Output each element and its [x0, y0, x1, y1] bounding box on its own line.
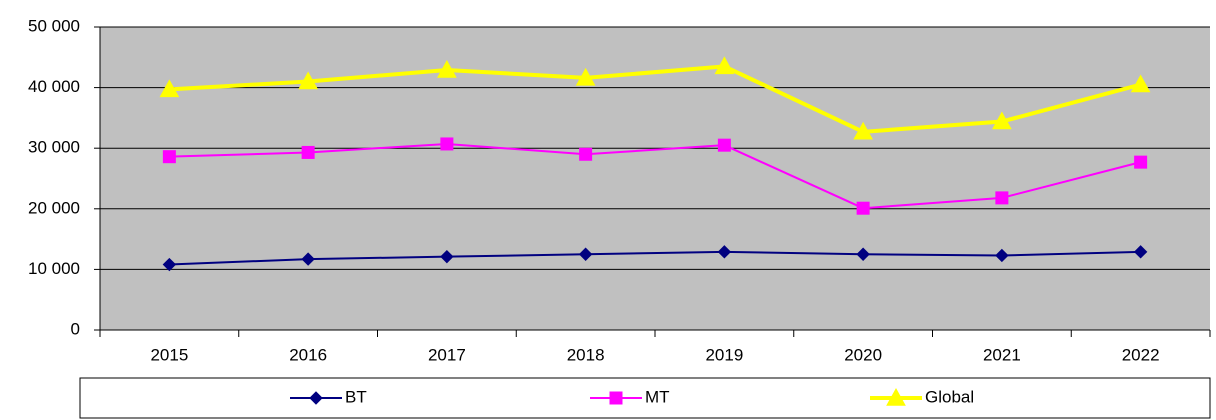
- x-tick-label: 2021: [983, 345, 1021, 364]
- marker: [717, 138, 731, 152]
- y-tick-label: 20 000: [28, 198, 80, 217]
- legend-marker: [609, 391, 623, 405]
- marker: [301, 252, 315, 266]
- marker: [437, 59, 457, 78]
- x-tick-label: 2015: [150, 345, 188, 364]
- series-line: [169, 64, 1142, 134]
- x-tick-label: 2020: [844, 345, 882, 364]
- legend-label: Global: [925, 387, 974, 406]
- marker: [575, 67, 596, 86]
- marker: [298, 71, 318, 90]
- x-tick-label: 2019: [705, 345, 743, 364]
- x-tick-label: 2016: [289, 345, 327, 364]
- marker: [162, 150, 176, 164]
- marker: [995, 248, 1009, 263]
- legend-label: MT: [645, 387, 670, 406]
- x-tick-label: 2017: [428, 345, 466, 364]
- marker: [440, 249, 454, 264]
- marker: [717, 245, 732, 259]
- legend-label: BT: [345, 387, 367, 406]
- y-tick-label: 40 000: [28, 77, 80, 96]
- y-tick-label: 30 000: [28, 138, 80, 157]
- marker: [578, 247, 593, 261]
- x-tick-label: 2022: [1122, 345, 1160, 364]
- marker: [1134, 155, 1148, 169]
- plot-area: [100, 27, 1210, 330]
- marker: [995, 191, 1009, 205]
- marker: [856, 201, 870, 215]
- y-tick-label: 50 000: [28, 16, 80, 35]
- x-tick-label: 2018: [567, 345, 605, 364]
- series-line: [169, 142, 1141, 210]
- marker: [1133, 245, 1148, 259]
- series-line: [169, 250, 1141, 266]
- marker: [579, 147, 593, 161]
- marker: [1130, 74, 1151, 93]
- marker: [853, 121, 873, 140]
- legend: [79, 377, 1211, 419]
- marker: [714, 56, 735, 75]
- marker: [992, 111, 1012, 130]
- marker: [301, 145, 315, 159]
- marker: [159, 79, 180, 98]
- legend-marker: [309, 391, 323, 405]
- legend-marker: [886, 387, 906, 406]
- marker: [440, 137, 454, 151]
- marker: [856, 247, 870, 261]
- y-tick-label: 10 000: [28, 259, 80, 278]
- y-tick-label: 0: [71, 319, 80, 338]
- marker: [162, 257, 177, 272]
